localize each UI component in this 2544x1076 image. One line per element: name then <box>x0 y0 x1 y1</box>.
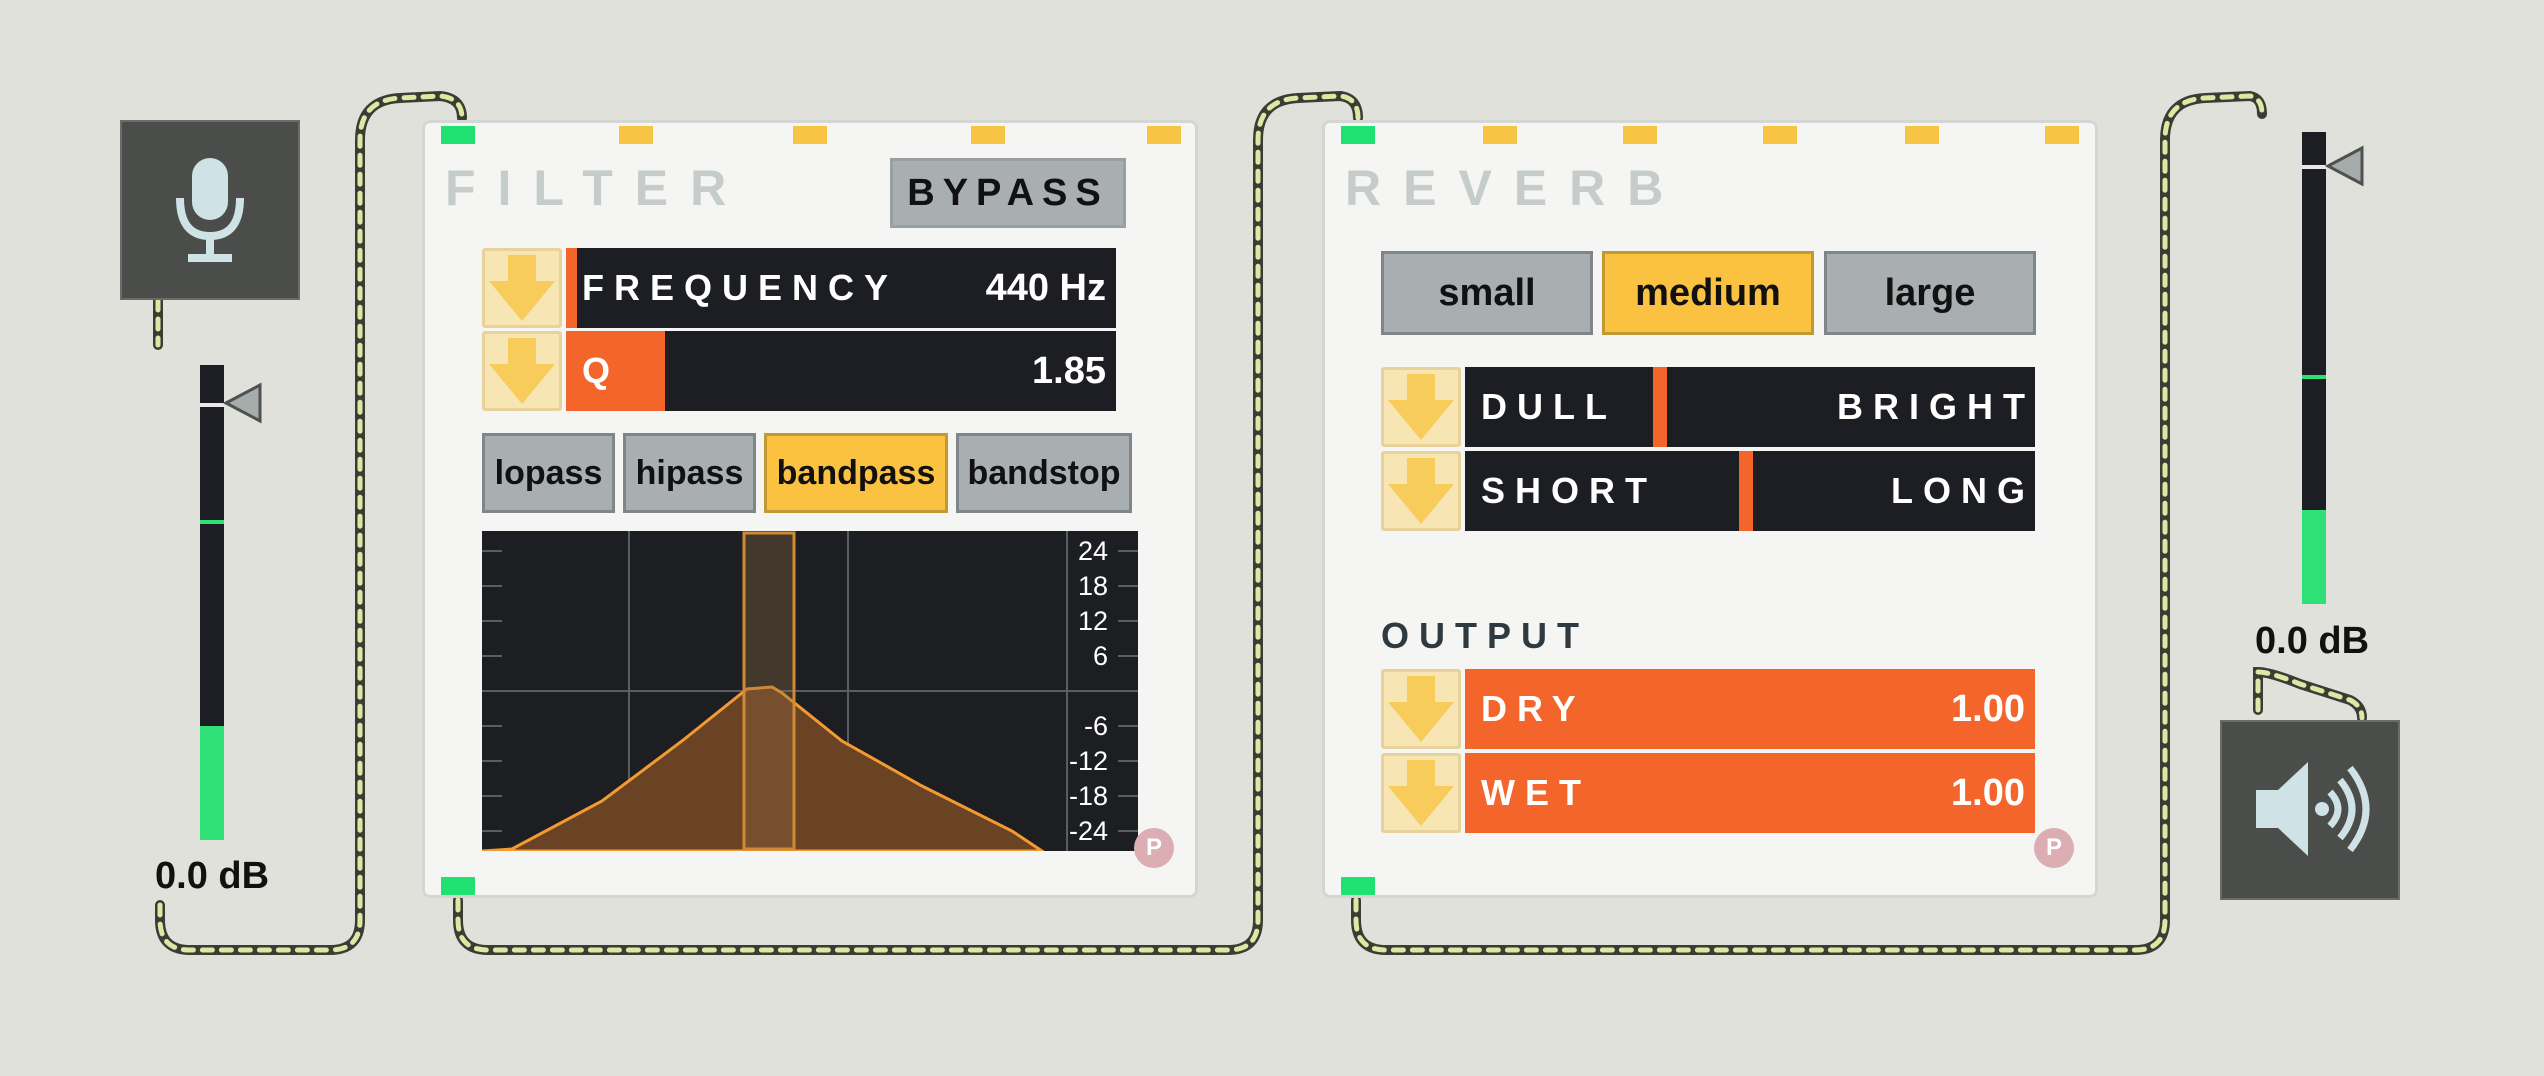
filter-response-area <box>482 685 1045 851</box>
output-level-ref <box>2302 375 2326 379</box>
frequency-value: 440 Hz <box>985 266 1106 309</box>
db-label-m24: -24 <box>1069 816 1108 846</box>
decay-right-label: LONG <box>1891 470 2035 511</box>
microphone-box[interactable] <box>120 120 300 300</box>
input-gain-marker <box>200 403 224 407</box>
db-label-24: 24 <box>1078 536 1108 566</box>
reverb-port-3[interactable] <box>1623 126 1657 144</box>
arrow-down-icon <box>1388 458 1454 524</box>
decay-slider[interactable]: SHORT LONG <box>1465 451 2035 531</box>
arrow-down-icon <box>489 338 555 404</box>
output-level-meter[interactable] <box>2302 132 2326 604</box>
output-level-fill <box>2302 509 2326 604</box>
q-fill <box>566 331 665 411</box>
reverb-port-4[interactable] <box>1763 126 1797 144</box>
passband-region <box>742 531 796 851</box>
frequency-label: FREQUENCY <box>582 267 899 308</box>
bypass-button[interactable]: BYPASS <box>890 158 1126 228</box>
microphone-icon <box>176 158 244 262</box>
filter-port-3[interactable] <box>793 126 827 144</box>
filter-inlet-port[interactable] <box>441 126 475 144</box>
filter-presets-button[interactable]: P <box>1134 828 1174 868</box>
filter-panel: FILTER BYPASS FREQUENCY 440 Hz Q 1.85 lo… <box>422 120 1198 898</box>
output-gain-marker <box>2302 165 2326 169</box>
reverb-port-2[interactable] <box>1483 126 1517 144</box>
dry-label: DRY <box>1481 688 1586 729</box>
filter-port-5[interactable] <box>1147 126 1181 144</box>
db-label-12: 12 <box>1078 606 1108 636</box>
filter-port-2[interactable] <box>619 126 653 144</box>
reverb-size-small[interactable]: small <box>1381 251 1593 335</box>
q-value: 1.85 <box>1032 349 1106 392</box>
reverb-size-medium[interactable]: medium <box>1602 251 1814 335</box>
tone-preset-button[interactable] <box>1381 367 1461 447</box>
output-gain-handle[interactable] <box>2324 145 2368 189</box>
tone-right-label: BRIGHT <box>1837 386 2035 427</box>
speaker-icon <box>2256 762 2370 856</box>
input-level-fill <box>200 726 224 840</box>
reverb-outlet-port[interactable] <box>1341 877 1375 895</box>
decay-left-label: SHORT <box>1481 470 1657 511</box>
db-label-18: 18 <box>1078 571 1108 601</box>
filter-response-graph[interactable]: 24 18 12 6 -6 -12 -18 -24 <box>482 531 1138 851</box>
wet-label: WET <box>1481 772 1591 813</box>
reverb-title: REVERB <box>1345 160 1686 216</box>
dry-value: 1.00 <box>1951 687 2025 730</box>
q-preset-button[interactable] <box>482 331 562 411</box>
arrow-down-icon <box>1388 374 1454 440</box>
wet-value: 1.00 <box>1951 771 2025 814</box>
wet-preset-button[interactable] <box>1381 753 1461 833</box>
reverb-size-large[interactable]: large <box>1824 251 2036 335</box>
filter-port-4[interactable] <box>971 126 1005 144</box>
arrow-down-icon <box>1388 760 1454 826</box>
frequency-preset-button[interactable] <box>482 248 562 328</box>
speaker-box[interactable] <box>2220 720 2400 900</box>
output-db-readout: 0.0 dB <box>2255 620 2370 662</box>
dry-slider[interactable]: DRY 1.00 <box>1465 669 2035 749</box>
reverb-panel: REVERB small medium large DULL BRIGHT SH… <box>1322 120 2098 898</box>
decay-marker <box>1738 451 1753 531</box>
input-level-meter[interactable] <box>200 365 224 840</box>
db-label-6: 6 <box>1093 641 1108 671</box>
frequency-fill <box>566 248 577 328</box>
filter-type-hipass[interactable]: hipass <box>623 433 756 513</box>
decay-preset-button[interactable] <box>1381 451 1461 531</box>
filter-type-lopass[interactable]: lopass <box>482 433 615 513</box>
wet-slider[interactable]: WET 1.00 <box>1465 753 2035 833</box>
q-label: Q <box>582 350 621 391</box>
filter-type-bandstop[interactable]: bandstop <box>956 433 1132 513</box>
db-label-m12: -12 <box>1069 746 1108 776</box>
db-label-m18: -18 <box>1069 781 1108 811</box>
q-slider[interactable]: Q 1.85 <box>566 331 1116 411</box>
reverb-inlet-port[interactable] <box>1341 126 1375 144</box>
db-label-m6: -6 <box>1084 711 1108 741</box>
filter-outlet-port[interactable] <box>441 877 475 895</box>
tone-left-label: DULL <box>1481 386 1617 427</box>
frequency-slider[interactable]: FREQUENCY 440 Hz <box>566 248 1116 328</box>
reverb-presets-button[interactable]: P <box>2034 828 2074 868</box>
tone-marker <box>1653 367 1668 447</box>
reverb-port-6[interactable] <box>2045 126 2079 144</box>
input-level-ref <box>200 520 224 524</box>
input-gain-handle[interactable] <box>222 382 266 426</box>
dry-preset-button[interactable] <box>1381 669 1461 749</box>
output-heading: OUTPUT <box>1381 615 1589 656</box>
input-db-readout: 0.0 dB <box>155 855 270 897</box>
arrow-down-icon <box>489 255 555 321</box>
arrow-down-icon <box>1388 676 1454 742</box>
tone-slider[interactable]: DULL BRIGHT <box>1465 367 2035 447</box>
filter-type-bandpass[interactable]: bandpass <box>764 433 948 513</box>
filter-title: FILTER <box>445 160 749 216</box>
reverb-port-5[interactable] <box>1905 126 1939 144</box>
